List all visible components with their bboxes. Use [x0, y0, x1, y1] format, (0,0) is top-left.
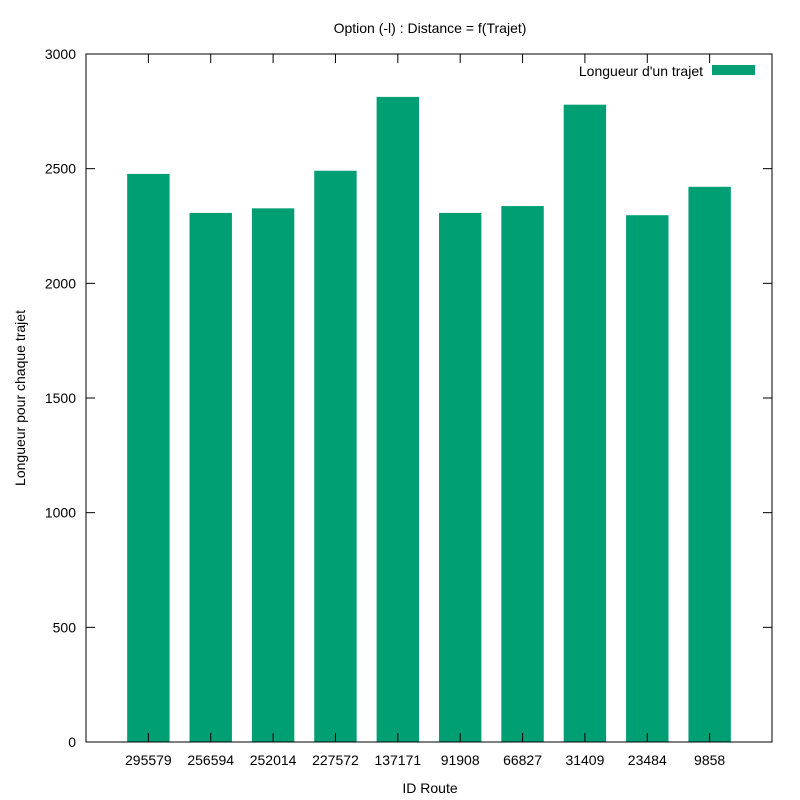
- bar-91908: [438, 212, 482, 742]
- legend-swatch: [712, 65, 755, 75]
- chart-title: Option (-l) : Distance = f(Trajet): [334, 20, 527, 36]
- x-tick-label-9858: 9858: [694, 752, 725, 768]
- plot-frame: [85, 53, 773, 743]
- bar-252014: [251, 208, 295, 743]
- y-tick-label-1000: 1000: [45, 505, 76, 521]
- x-tick-label-227572: 227572: [312, 752, 359, 768]
- x-tick-label-23484: 23484: [628, 752, 667, 768]
- x-tick-label-252014: 252014: [250, 752, 297, 768]
- x-tick-label-256594: 256594: [187, 752, 234, 768]
- y-tick-label-500: 500: [53, 619, 77, 635]
- y-tick-label-1500: 1500: [45, 390, 76, 406]
- y-tick-label-2000: 2000: [45, 275, 76, 291]
- y-tick-label-3000: 3000: [45, 46, 76, 62]
- bar-66827: [501, 206, 544, 743]
- bar-137171: [376, 96, 420, 742]
- bar-9858: [688, 186, 731, 742]
- bar-256594: [189, 212, 232, 742]
- x-axis: 295579 256594 252014 227572 137171 91908 66827…: [125, 54, 725, 768]
- y-tick-label-2500: 2500: [45, 161, 76, 177]
- bars-group: [127, 96, 731, 743]
- bar-31409: [563, 104, 607, 743]
- x-tick-label-31409: 31409: [565, 752, 604, 768]
- x-tick-label-137171: 137171: [374, 752, 421, 768]
- bar-295579: [127, 173, 170, 742]
- x-tick-label-91908: 91908: [441, 752, 480, 768]
- y-axis: 0 500 1000 1500 2000 2500 3000: [45, 46, 772, 750]
- legend-label: Longueur d'un trajet: [579, 63, 703, 79]
- y-tick-label-0: 0: [68, 734, 76, 750]
- y-axis-label: Longueur pour chaque trajet: [12, 310, 28, 486]
- bar-227572: [314, 170, 357, 743]
- legend: Longueur d'un trajet: [579, 63, 755, 79]
- x-axis-label: ID Route: [402, 780, 457, 796]
- bar-23484: [626, 215, 669, 743]
- x-tick-label-66827: 66827: [503, 752, 542, 768]
- x-tick-label-295579: 295579: [125, 752, 172, 768]
